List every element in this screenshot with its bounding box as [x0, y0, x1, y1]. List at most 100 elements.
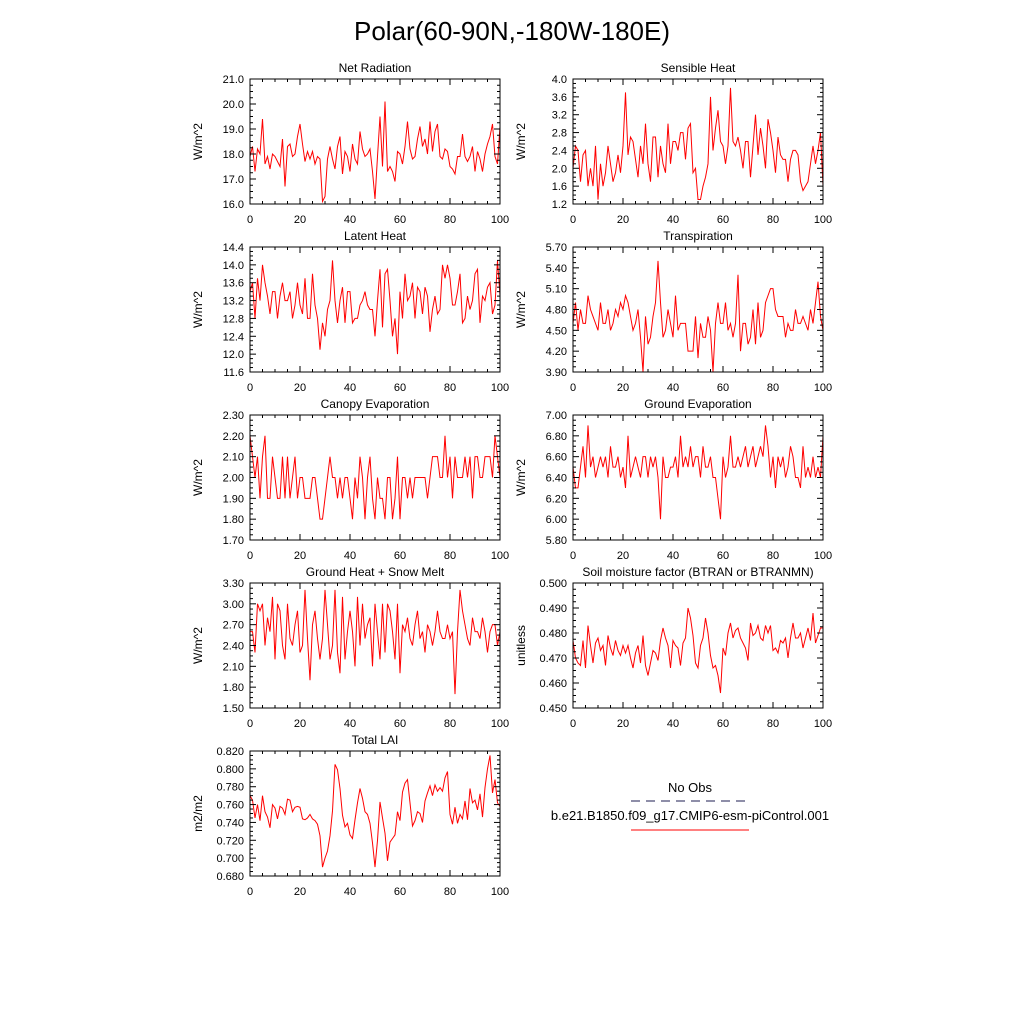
y-tick-label: 11.6 [223, 367, 244, 379]
x-tick-label: 100 [491, 214, 509, 226]
x-tick-label: 20 [617, 550, 629, 562]
x-tick-label: 0 [247, 550, 253, 562]
main-title: Polar(60-90N,-180W-180E) [354, 16, 670, 46]
y-tick-label: 1.2 [552, 199, 567, 211]
series-line [572, 607, 823, 694]
y-tick-label: 17.0 [223, 174, 244, 186]
y-tick-label: 0.500 [539, 578, 567, 590]
x-tick-label: 60 [717, 718, 729, 730]
x-tick-label: 80 [767, 214, 779, 226]
y-tick-label: 4.80 [546, 305, 567, 317]
x-tick-label: 80 [767, 382, 779, 394]
y-tick-label: 4.0 [552, 74, 567, 86]
x-tick-label: 100 [814, 382, 832, 394]
x-tick-label: 60 [394, 382, 406, 394]
x-tick-label: 20 [294, 382, 306, 394]
x-tick-label: 100 [814, 214, 832, 226]
panel-title: Canopy Evaporation [321, 397, 430, 411]
x-tick-label: 40 [667, 550, 679, 562]
x-tick-label: 0 [247, 214, 253, 226]
x-tick-label: 40 [344, 382, 356, 394]
panel-8: 0 20 40 60 80 100 0.450 0.460 0.470 0.480 0.490 0.5… [514, 565, 832, 730]
y-tick-label: 5.40 [546, 263, 567, 275]
y-tick-label: 0.760 [216, 800, 244, 812]
x-tick-label: 60 [717, 382, 729, 394]
y-tick-label: 3.6 [552, 92, 567, 104]
x-tick-label: 80 [444, 718, 456, 730]
y-tick-label: 0.460 [539, 678, 567, 690]
y-axis-label: W/m^2 [191, 627, 205, 664]
y-axis-label: W/m^2 [514, 459, 528, 496]
y-axis-label: W/m^2 [514, 291, 528, 328]
y-tick-label: 1.6 [552, 181, 567, 193]
y-tick-label: 19.0 [223, 124, 244, 136]
panel-1: 0 20 40 60 80 100 16.0 17.0 18.0 19.0 20.0 21.0 Net … [191, 61, 509, 226]
y-tick-label: 12.8 [223, 313, 244, 325]
x-tick-label: 0 [570, 382, 576, 394]
y-tick-label: 18.0 [223, 149, 244, 161]
x-tick-label: 60 [394, 718, 406, 730]
y-axis-label: m2/m2 [191, 795, 205, 832]
x-tick-label: 40 [344, 886, 356, 898]
legend-model-label: b.e21.B1850.f09_g17.CMIP6-esm-piControl.… [551, 808, 829, 823]
y-tick-label: 0.490 [539, 603, 567, 615]
x-tick-label: 0 [570, 718, 576, 730]
plot-frame [572, 78, 824, 205]
x-tick-label: 100 [814, 550, 832, 562]
y-tick-label: 16.0 [223, 199, 244, 211]
y-tick-label: 21.0 [223, 74, 244, 86]
y-tick-label: 2.10 [223, 452, 244, 464]
plot-frame [249, 582, 501, 709]
x-tick-label: 100 [491, 550, 509, 562]
y-axis-label: W/m^2 [191, 123, 205, 160]
y-tick-label: 6.00 [546, 514, 567, 526]
y-tick-label: 1.80 [223, 514, 244, 526]
x-tick-label: 80 [444, 886, 456, 898]
y-tick-label: 7.00 [546, 410, 567, 422]
x-tick-label: 0 [247, 718, 253, 730]
y-tick-label: 1.70 [223, 535, 244, 547]
x-tick-label: 20 [294, 214, 306, 226]
y-tick-label: 2.00 [223, 473, 244, 485]
x-tick-label: 60 [394, 550, 406, 562]
y-tick-label: 3.30 [223, 578, 244, 590]
x-tick-label: 60 [717, 550, 729, 562]
y-tick-label: 4.20 [546, 346, 567, 358]
y-tick-label: 0.820 [216, 746, 244, 758]
y-tick-label: 6.40 [546, 473, 567, 485]
x-tick-label: 20 [617, 382, 629, 394]
panel-title: Total LAI [352, 733, 399, 747]
y-tick-label: 3.2 [552, 110, 567, 122]
x-tick-label: 40 [344, 718, 356, 730]
y-tick-label: 0.800 [216, 764, 244, 776]
y-tick-label: 2.40 [223, 641, 244, 653]
x-tick-label: 40 [667, 718, 679, 730]
x-tick-label: 80 [444, 550, 456, 562]
panel-6: 0 20 40 60 80 100 5.80 6.00 6.20 6.40 6.60 6.80 7.00… [514, 397, 832, 562]
y-tick-label: 0.480 [539, 628, 567, 640]
x-tick-label: 0 [247, 382, 253, 394]
panel-title: Soil moisture factor (BTRAN or BTRANMN) [582, 565, 813, 579]
x-tick-label: 20 [617, 718, 629, 730]
panel-9: 0 20 40 60 80 100 0.680 0.700 0.720 0.740 0.760 0.7… [191, 733, 509, 898]
y-tick-label: 3.90 [546, 367, 567, 379]
y-tick-label: 6.60 [546, 452, 567, 464]
y-axis-label: W/m^2 [514, 123, 528, 160]
y-tick-label: 14.0 [223, 260, 244, 272]
y-tick-label: 5.70 [546, 242, 567, 254]
x-tick-label: 60 [394, 886, 406, 898]
y-tick-label: 0.740 [216, 817, 244, 829]
x-tick-label: 100 [491, 382, 509, 394]
x-tick-label: 100 [814, 718, 832, 730]
panels: 0 20 40 60 80 100 16.0 17.0 18.0 19.0 20.0 21.0 Net … [191, 61, 832, 898]
x-tick-label: 100 [491, 718, 509, 730]
y-tick-label: 1.90 [223, 493, 244, 505]
panel-2: 0 20 40 60 80 100 1.2 1.6 2.0 2.4 2.8 3.2 3.6 4.0 Sens… [514, 61, 832, 226]
legend: No Obs b.e21.B1850.f09_g17.CMIP6-esm-piC… [551, 780, 829, 831]
x-tick-label: 40 [667, 214, 679, 226]
x-tick-label: 0 [247, 886, 253, 898]
y-axis-label: unitless [514, 625, 528, 666]
y-tick-label: 1.80 [223, 682, 244, 694]
panel-title: Ground Evaporation [644, 397, 751, 411]
x-tick-label: 0 [570, 550, 576, 562]
